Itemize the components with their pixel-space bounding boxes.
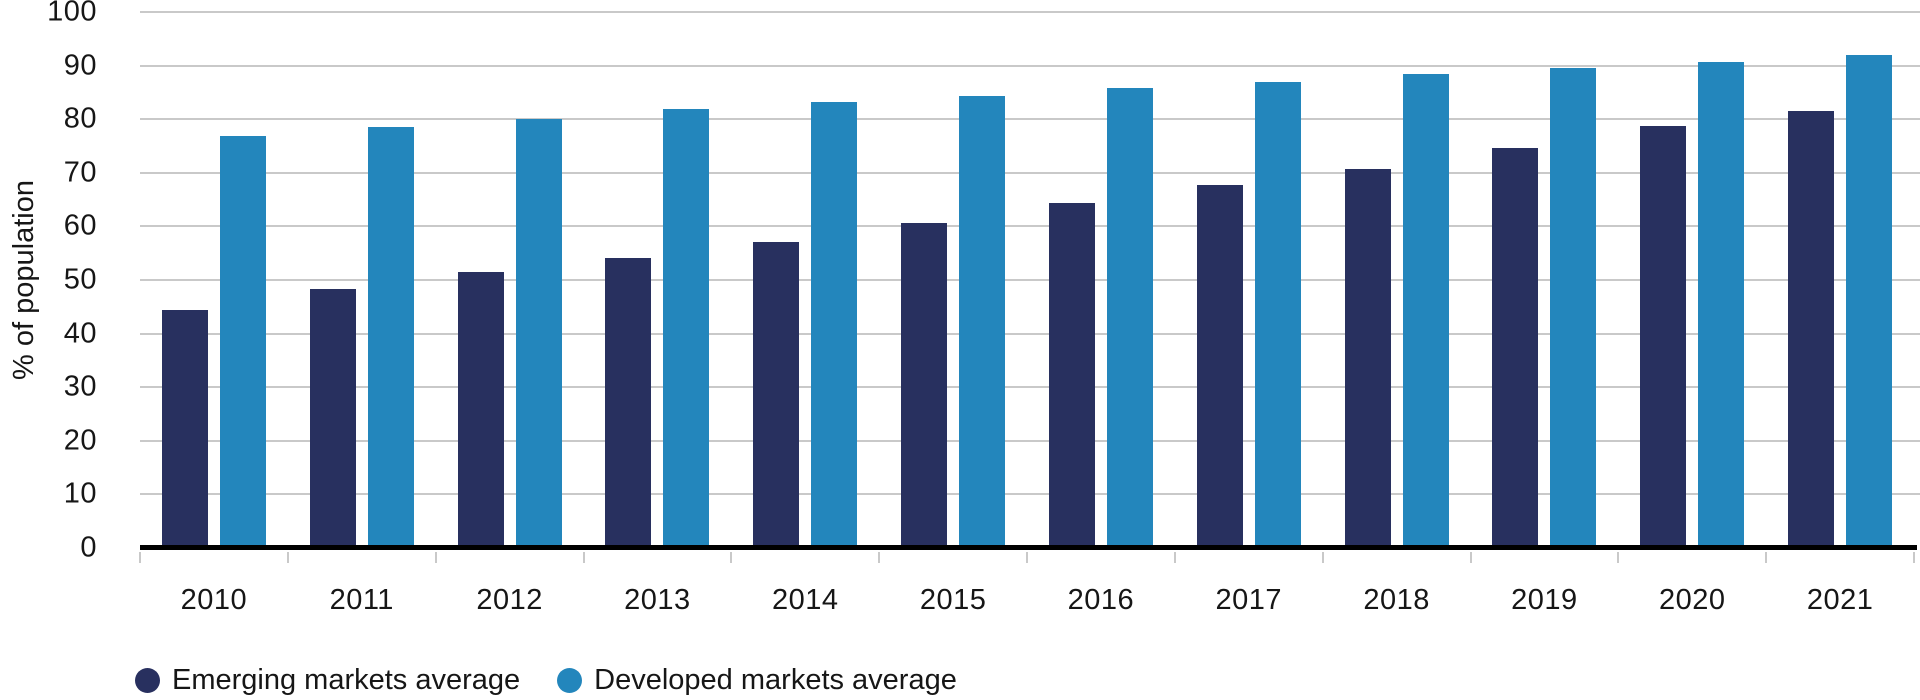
legend-item-emerging: Emerging markets average xyxy=(135,663,520,698)
y-tick-label-80: 80 xyxy=(63,102,97,135)
y-tick-label-10: 10 xyxy=(63,477,97,510)
bar-emerging-2014 xyxy=(753,241,800,548)
y-tick-label-70: 70 xyxy=(63,156,97,189)
bar-emerging-2020 xyxy=(1640,126,1687,548)
x-tick-label-2015: 2015 xyxy=(919,584,987,616)
x-axis-tick xyxy=(1026,552,1028,563)
y-tick-label-90: 90 xyxy=(63,49,97,82)
gridline-20 xyxy=(140,439,1920,442)
bar-developed-2010 xyxy=(219,135,266,548)
y-tick-label-60: 60 xyxy=(63,209,97,242)
gridline-30 xyxy=(140,386,1920,389)
bar-developed-2013 xyxy=(663,109,710,548)
x-tick-label-2012: 2012 xyxy=(476,584,543,616)
bar-emerging-2011 xyxy=(309,289,356,548)
legend-label: Developed markets average xyxy=(594,664,957,696)
x-axis-tick xyxy=(1321,552,1324,563)
bar-emerging-2012 xyxy=(457,271,504,548)
x-tick-label-2013: 2013 xyxy=(624,584,691,616)
bar-developed-2012 xyxy=(515,119,562,548)
bar-emerging-2021 xyxy=(1788,111,1835,548)
legend-swatch-icon xyxy=(557,667,583,693)
x-axis-tick xyxy=(1173,552,1176,563)
x-tick-label-2020: 2020 xyxy=(1658,584,1726,616)
bar-developed-2021 xyxy=(1846,55,1893,548)
gridline-50 xyxy=(140,279,1920,281)
x-axis-tick xyxy=(1617,552,1620,563)
bar-developed-2017 xyxy=(1254,82,1301,548)
legend-label: Emerging markets average xyxy=(172,664,521,696)
x-tick-label-2018: 2018 xyxy=(1363,584,1430,616)
bar-emerging-2018 xyxy=(1344,169,1391,548)
y-tick-label-40: 40 xyxy=(63,317,97,350)
y-tick-label-0: 0 xyxy=(80,531,97,564)
x-tick-label-2011: 2011 xyxy=(329,584,394,616)
x-tick-label-2010: 2010 xyxy=(180,584,248,616)
legend: Emerging markets average Developed market… xyxy=(135,663,957,698)
x-axis-tick xyxy=(582,552,585,563)
x-axis-tick xyxy=(1469,552,1472,563)
x-axis-tick xyxy=(1765,552,1768,563)
y-tick-label-30: 30 xyxy=(63,370,97,403)
y-tick-label-50: 50 xyxy=(63,263,97,296)
gridline-100 xyxy=(140,11,1920,13)
bar-developed-2020 xyxy=(1698,61,1745,548)
plot-area xyxy=(139,11,1920,563)
x-axis-tick xyxy=(1913,552,1915,563)
gridline-70 xyxy=(140,171,1920,174)
x-axis-tick xyxy=(878,552,881,563)
x-tick-label-2016: 2016 xyxy=(1067,584,1135,616)
gridline-60 xyxy=(140,225,1920,228)
bar-developed-2015 xyxy=(959,96,1006,548)
gridline-10 xyxy=(140,493,1920,496)
bar-developed-2019 xyxy=(1550,67,1597,548)
y-axis-labels: 0 10 20 30 40 50 60 70 80 90 100 xyxy=(0,0,97,562)
x-tick-label-2019: 2019 xyxy=(1511,584,1578,616)
y-tick-label-100: 100 xyxy=(47,0,97,28)
bar-developed-2018 xyxy=(1402,74,1449,548)
x-axis-line xyxy=(140,545,1917,550)
x-tick-label-2017: 2017 xyxy=(1215,584,1283,616)
bar-emerging-2010 xyxy=(161,310,208,548)
bar-emerging-2017 xyxy=(1196,184,1243,548)
gridline-80 xyxy=(140,118,1920,121)
x-tick-label-2021: 2021 xyxy=(1806,584,1874,616)
bar-emerging-2015 xyxy=(901,223,948,548)
bar-emerging-2019 xyxy=(1492,148,1539,548)
x-axis-tick xyxy=(730,552,733,563)
bar-emerging-2016 xyxy=(1048,202,1095,548)
x-axis-labels: 2010 2011 2012 2013 2014 2015 2016 2017 2018 2019… xyxy=(140,584,1914,621)
gridline-90 xyxy=(140,64,1920,67)
x-axis-tick xyxy=(434,552,437,563)
legend-item-developed: Developed markets average xyxy=(557,663,957,698)
legend-swatch-icon xyxy=(135,667,160,693)
bar-developed-2016 xyxy=(1106,88,1153,548)
bar-emerging-2013 xyxy=(605,258,652,548)
y-tick-label-20: 20 xyxy=(63,424,97,457)
x-axis-tick xyxy=(286,552,289,563)
gridline-40 xyxy=(140,332,1920,335)
bar-developed-2011 xyxy=(367,127,414,548)
bar-developed-2014 xyxy=(811,102,858,548)
x-axis-tick xyxy=(139,552,141,563)
x-tick-label-2014: 2014 xyxy=(771,584,839,616)
